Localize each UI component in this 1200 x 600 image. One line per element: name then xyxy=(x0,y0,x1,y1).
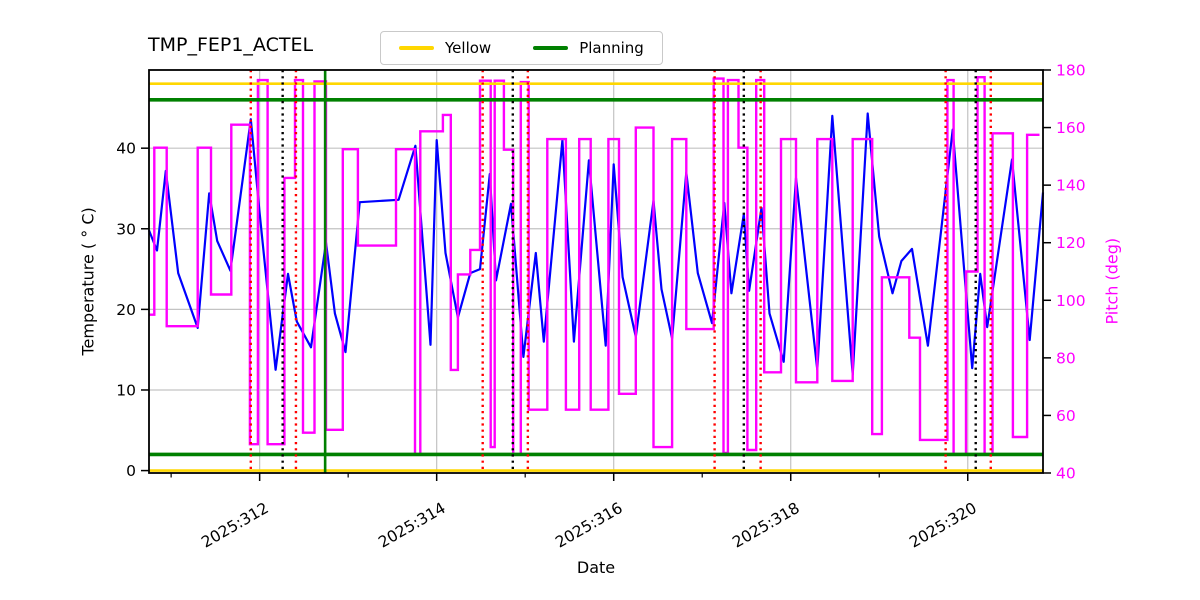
x-axis-label-date: Date xyxy=(576,558,616,577)
y-left-tick-label: 40 xyxy=(116,140,136,158)
y-right-tick-label: 120 xyxy=(1056,234,1086,252)
y-right-tick-label: 180 xyxy=(1056,62,1086,80)
y-left-tick-label: 0 xyxy=(126,462,136,480)
planning-line-swatch xyxy=(533,46,569,50)
x-tick-label: 2025:312 xyxy=(198,499,271,552)
legend-entry-planning: Planning xyxy=(533,39,644,57)
y-axis-label-temperature: Temperature ( ° C) xyxy=(78,206,98,356)
x-tick-label: 2025:316 xyxy=(552,499,625,552)
legend: Yellow Planning xyxy=(380,31,663,65)
x-tick-label: 2025:318 xyxy=(729,499,802,552)
y-right-tick-label: 160 xyxy=(1056,119,1086,137)
pitch-series xyxy=(149,76,1040,456)
y-right-tick-label: 60 xyxy=(1056,407,1076,425)
y-right-tick-label: 140 xyxy=(1056,177,1086,195)
legend-entry-yellow: Yellow xyxy=(399,39,491,57)
temperature-series xyxy=(147,112,1045,376)
y-right-tick-label: 100 xyxy=(1056,292,1086,310)
plot-frame xyxy=(148,69,1044,474)
y-right-tick-label: 80 xyxy=(1056,349,1076,367)
x-tick-label: 2025:320 xyxy=(906,499,979,552)
legend-label-yellow: Yellow xyxy=(445,39,492,57)
y-left-tick-label: 30 xyxy=(116,220,136,238)
chart-title: TMP_FEP1_ACTEL xyxy=(148,34,314,56)
y-left-tick-label: 20 xyxy=(116,301,136,319)
y-axis-label-pitch: Pitch (deg) xyxy=(1102,237,1122,325)
legend-label-planning: Planning xyxy=(579,39,644,57)
y-right-tick-label: 40 xyxy=(1056,465,1076,483)
x-tick-label: 2025:314 xyxy=(375,499,448,552)
y-left-tick-label: 10 xyxy=(116,381,136,399)
yellow-line-swatch xyxy=(399,46,434,50)
